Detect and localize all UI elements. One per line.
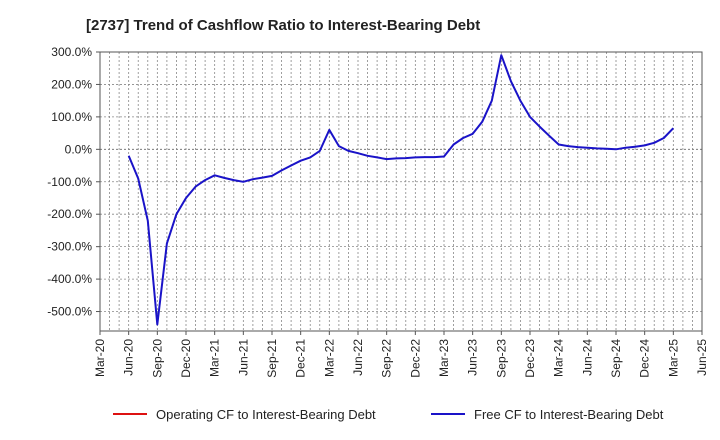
y-axis-ticks: 300.0% 200.0% 100.0% 0.0% -100.0% -200.0% -300… xyxy=(47,45,100,319)
y-tick-label: -400.0% xyxy=(47,272,92,286)
chart-title: [2737] Trend of Cashflow Ratio to Intere… xyxy=(86,17,480,34)
x-tick-label: Mar-21 xyxy=(208,339,222,377)
x-tick-label: Jun-20 xyxy=(122,339,136,376)
series-line-free-cf xyxy=(127,54,675,326)
x-tick-label: Jun-23 xyxy=(466,339,480,376)
series-layer xyxy=(127,54,675,326)
legend-label-operating-cf: Operating CF to Interest-Bearing Debt xyxy=(156,407,376,422)
x-tick-label: Jun-24 xyxy=(580,339,594,376)
x-tick-label: Dec-22 xyxy=(408,339,422,378)
x-tick-label: Sep-20 xyxy=(150,339,164,378)
y-tick-label: -200.0% xyxy=(47,207,92,221)
x-tick-label: Sep-24 xyxy=(609,339,623,378)
x-tick-label: Dec-24 xyxy=(638,339,652,378)
x-tick-label: Jun-21 xyxy=(236,339,250,376)
y-tick-label: 100.0% xyxy=(51,110,92,124)
plot-frame xyxy=(99,51,703,332)
grid-layer xyxy=(100,51,702,331)
x-tick-label: Sep-22 xyxy=(380,339,394,378)
x-tick-label: Mar-25 xyxy=(666,339,680,377)
x-tick-label: Sep-23 xyxy=(494,339,508,378)
x-tick-label: Dec-23 xyxy=(523,339,537,378)
y-tick-label: 200.0% xyxy=(51,77,92,91)
y-tick-label: 300.0% xyxy=(51,45,92,59)
legend: Operating CF to Interest-Bearing Debt Fr… xyxy=(113,407,664,422)
x-axis-ticks: Mar-20 Jun-20 Sep-20 Dec-20 Mar-21 Jun-21 Sep-… xyxy=(93,331,709,378)
y-tick-label: -300.0% xyxy=(47,240,92,254)
x-tick-label: Mar-20 xyxy=(93,339,107,377)
x-tick-label: Mar-24 xyxy=(552,339,566,377)
x-tick-label: Dec-20 xyxy=(179,339,193,378)
y-tick-label: 0.0% xyxy=(65,142,93,156)
x-tick-label: Jun-22 xyxy=(351,339,365,376)
y-tick-label: -100.0% xyxy=(47,175,92,189)
x-tick-label: Mar-22 xyxy=(322,339,336,377)
y-tick-label: -500.0% xyxy=(47,305,92,319)
x-tick-label: Dec-21 xyxy=(294,339,308,378)
x-tick-label: Sep-21 xyxy=(265,339,279,378)
legend-label-free-cf: Free CF to Interest-Bearing Debt xyxy=(474,407,664,422)
x-tick-label: Jun-25 xyxy=(695,339,709,376)
x-tick-label: Mar-23 xyxy=(437,339,451,377)
